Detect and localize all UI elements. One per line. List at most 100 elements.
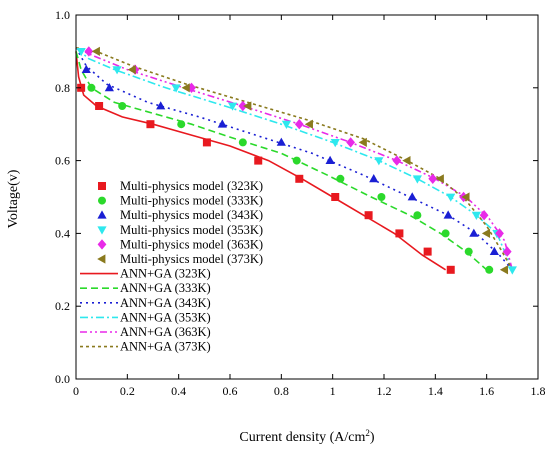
legend-item: ANN+GA (333K)	[80, 281, 211, 295]
data-point	[331, 193, 340, 201]
legend-item: Multi-physics model (323K)	[98, 179, 263, 193]
plot-frame	[75, 14, 539, 380]
data-point	[77, 83, 86, 92]
legend-label: Multi-physics model (323K)	[120, 179, 263, 193]
y-tick-label: 0.8	[55, 81, 70, 95]
data-point	[413, 211, 422, 220]
x-tick-label: 0.4	[171, 384, 186, 398]
legend-label: Multi-physics model (353K)	[120, 223, 263, 237]
legend-label: ANN+GA (333K)	[120, 281, 211, 295]
data-point	[446, 193, 456, 202]
legend-label: Multi-physics model (333K)	[120, 194, 263, 208]
data-point	[377, 193, 386, 201]
data-point	[485, 265, 494, 274]
legend-label: ANN+GA (363K)	[120, 325, 211, 339]
legend-item: ANN+GA (373K)	[80, 340, 211, 354]
data-point	[336, 174, 345, 183]
data-point	[254, 156, 263, 165]
legend-marker	[98, 182, 106, 190]
x-tick-label: 1.4	[428, 384, 443, 398]
data-point	[369, 174, 379, 183]
data-point	[238, 138, 247, 147]
series-line-1	[75, 51, 488, 271]
data-point	[304, 119, 313, 129]
data-point	[471, 211, 481, 220]
line-path	[75, 51, 447, 271]
legend-item: Multi-physics model (333K)	[98, 194, 263, 208]
x-tick-label: 0.6	[223, 384, 238, 398]
data-point	[374, 157, 384, 166]
data-point	[76, 48, 86, 57]
data-point	[91, 46, 100, 56]
y-tick-label: 0.6	[55, 154, 70, 168]
data-point	[392, 155, 402, 166]
data-point	[502, 246, 512, 257]
y-tick-label: 0.4	[55, 226, 70, 240]
data-point	[127, 65, 136, 75]
data-point	[469, 228, 479, 237]
data-point	[177, 120, 186, 129]
data-point	[443, 210, 453, 219]
x-tick-label: 1	[330, 384, 336, 398]
data-point	[461, 192, 470, 202]
line-path	[75, 47, 513, 271]
legend-item: ANN+GA (343K)	[80, 296, 211, 310]
legend-item: ANN+GA (323K)	[80, 267, 211, 281]
data-point	[81, 64, 91, 73]
legend-item: ANN+GA (363K)	[80, 325, 211, 339]
series-line-0	[75, 51, 447, 271]
legend-marker	[97, 210, 107, 219]
data-point	[217, 119, 227, 128]
data-point	[495, 228, 504, 239]
data-point	[358, 137, 367, 147]
data-point	[112, 66, 122, 75]
x-tick-label: 0	[73, 384, 79, 398]
data-point	[181, 83, 190, 93]
data-point	[499, 265, 509, 275]
data-point	[118, 102, 127, 110]
x-tick-label: 1.2	[377, 384, 392, 398]
legend-label: ANN+GA (353K)	[120, 310, 211, 324]
data-point	[423, 247, 432, 256]
data-point	[294, 119, 304, 130]
series-layer	[75, 46, 517, 275]
axes-layer: 0 0.2 0.4 0.6 0.8 1 1.2 1.4 1.6 1.8 0.0 0.2 0.4 0.6 0.…	[55, 8, 546, 398]
data-point	[227, 102, 238, 111]
data-point	[238, 100, 248, 112]
legend-item: ANN+GA (353K)	[80, 310, 211, 324]
data-point	[479, 210, 489, 221]
line-path	[75, 51, 488, 271]
series-markers-5	[91, 46, 509, 275]
data-point	[412, 175, 422, 184]
data-point	[402, 156, 411, 166]
x-tick-label: 0.8	[274, 384, 289, 398]
legend-item: Multi-physics model (363K)	[97, 237, 263, 251]
x-tick-label: 0.2	[120, 384, 135, 398]
y-tick-label: 0.0	[55, 372, 70, 386]
data-point	[156, 101, 166, 110]
legend-marker	[97, 254, 106, 264]
series-markers-0	[77, 83, 455, 274]
data-point	[435, 174, 444, 184]
legend-label: ANN+GA (373K)	[120, 340, 211, 354]
legend-item: Multi-physics model (353K)	[97, 223, 263, 237]
x-axis-title: Current density (A/cm2)	[239, 428, 374, 445]
legend-label: Multi-physics model (373K)	[120, 252, 263, 266]
legend-marker	[97, 226, 107, 235]
data-point	[395, 229, 404, 238]
data-point	[481, 228, 491, 238]
series-markers-3	[76, 48, 517, 275]
x-tick-label: 1.6	[479, 384, 494, 398]
data-point	[104, 83, 114, 92]
data-point	[407, 192, 417, 201]
legend-label: Multi-physics model (363K)	[120, 237, 263, 251]
data-point	[489, 246, 499, 255]
data-point	[87, 83, 96, 92]
data-point	[146, 120, 155, 129]
legend-marker	[98, 196, 106, 205]
legend-item: Multi-physics model (343K)	[97, 208, 263, 222]
legend-label: ANN+GA (343K)	[120, 296, 211, 310]
data-point	[346, 137, 356, 148]
data-point	[325, 155, 335, 164]
